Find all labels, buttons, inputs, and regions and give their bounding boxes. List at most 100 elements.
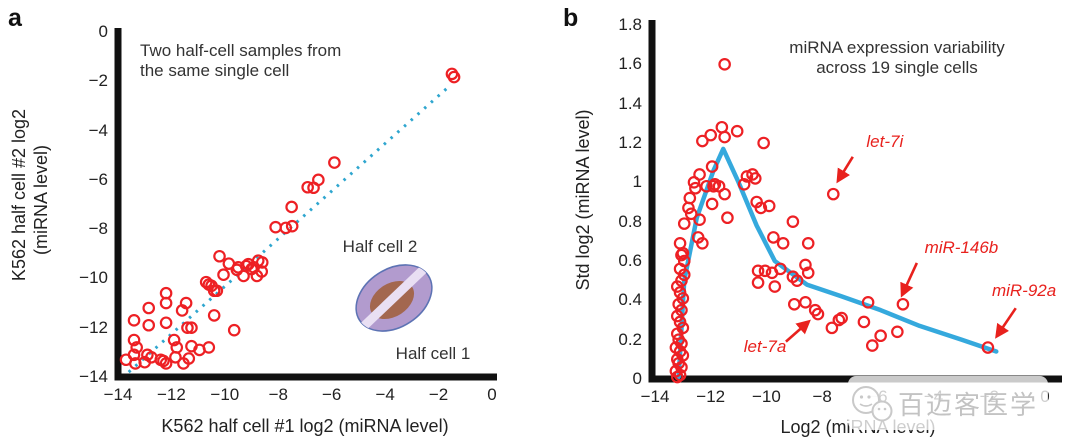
panel-a-y-tick-label: −2	[88, 71, 108, 91]
panel-b-data-point	[675, 303, 688, 317]
panel-a-y-tick-label: −6	[88, 169, 108, 189]
panel-a-title: Two half-cell samples from the same sing…	[140, 41, 390, 81]
panel-a-data-point	[142, 318, 156, 332]
panel-a-letter: a	[8, 4, 22, 32]
panel-b-y-axis-line	[648, 20, 656, 383]
panel-b-data-point	[787, 297, 801, 311]
panel-a-data-point	[159, 296, 173, 310]
panel-b-x-tick-label: −14	[640, 387, 670, 406]
annotation-arrow-miR-92a	[995, 307, 1017, 339]
panel-b-data-point	[721, 211, 734, 225]
panel-b-data-point	[891, 325, 904, 339]
panel-a-x-axis-line	[114, 373, 497, 381]
panel-b-data-point	[754, 201, 768, 215]
panel-a-data-point	[157, 354, 170, 368]
panel-b-data-point	[675, 274, 688, 287]
panel-b-data-point	[825, 321, 839, 335]
panel-a-x-tick-label: −2	[428, 385, 449, 404]
annotation-label-miR-92a: miR-92a	[991, 281, 1057, 301]
panel-b-data-point	[874, 329, 887, 343]
panel-b-data-point	[799, 258, 812, 272]
panel-a-data-point	[142, 301, 156, 315]
panel-a-data-point	[185, 321, 198, 335]
panel-b-data-point	[676, 292, 690, 305]
annotation-arrow-let-7a	[785, 319, 811, 343]
panel-a-data-point	[269, 220, 282, 234]
panel-a-data-point	[159, 316, 173, 330]
panel-b-data-point	[981, 341, 995, 354]
panel-b-data-point	[683, 191, 697, 205]
panel-b-data-point	[673, 286, 687, 299]
panel-a-x-tick-label: −14	[103, 385, 133, 404]
panel-b-data-point	[730, 124, 744, 138]
panel-b-y-tick-label: 0.8	[618, 211, 642, 231]
panel-b-y-tick-label: 0.6	[618, 251, 642, 270]
panel-a-x-tick-label: 0	[487, 385, 497, 404]
panel-a-data-point	[127, 314, 141, 327]
panel-b-data-point	[676, 321, 690, 335]
panel-a-y-axis-line	[114, 28, 122, 381]
panel-b-y-tick-label: 1.2	[618, 133, 642, 152]
panel-a-data-point	[130, 341, 143, 354]
panel-b-data-point	[861, 295, 875, 309]
panel-b-x-tick-label: −10	[752, 387, 781, 406]
panel-a-data-point	[230, 263, 244, 277]
panel-b-data-point	[786, 215, 800, 228]
panel-b-data-point	[676, 246, 690, 260]
panel-a-y-tick-label: −10	[79, 268, 108, 288]
panel-a-data-point	[285, 219, 299, 233]
panel-b-data-point	[718, 187, 731, 201]
panel-a-x-tick-label: −12	[157, 385, 186, 404]
panel-b-data-point	[774, 262, 787, 276]
panel-b-data-point	[751, 264, 765, 278]
panel-b-data-point	[672, 333, 685, 346]
panel-b-y-tick-label: 0.2	[618, 329, 642, 349]
panel-b-data-point	[762, 199, 776, 213]
panel-b-data-point	[740, 170, 754, 183]
panel-a-data-point	[213, 249, 226, 263]
panel-a-data-point	[127, 333, 141, 347]
panel-b-data-point	[826, 187, 840, 201]
panel-a-x-tick-label: −8	[268, 385, 288, 404]
panel-a-x-tick-label: −10	[210, 385, 240, 404]
panel-b-data-point	[768, 280, 782, 293]
panel-a-data-point	[307, 181, 320, 195]
panel-a-data-point	[447, 70, 461, 84]
panel-b-data-point	[748, 172, 762, 185]
inset-label-half-cell-1: Half cell 1	[395, 344, 471, 363]
panel-a-data-point	[199, 275, 213, 289]
panel-b-title-line1: miRNA expression variability	[789, 38, 1005, 57]
panel-a-y-tick-label: −4	[88, 120, 108, 140]
panel-b-x-tick-label: −12	[696, 387, 726, 406]
wechat-logo-icon	[852, 386, 893, 422]
panel-a-data-point	[127, 348, 141, 362]
watermark-text: 百迈客医学	[898, 389, 1039, 420]
panel-b-y-tick-label: 0	[632, 369, 642, 388]
panel-b-data-point	[696, 134, 709, 148]
panel-a-data-point	[207, 309, 221, 322]
panel-b-data-point	[790, 274, 804, 287]
panel-a-data-point	[207, 284, 221, 298]
panel-b-title: miRNA expression variability across 19 s…	[752, 38, 1042, 78]
panel-a-data-point	[202, 341, 216, 354]
panel-a-x-tick-label: −6	[322, 385, 342, 404]
panel-b-x-tick-label: −8	[812, 387, 832, 406]
panel-a-data-point	[222, 257, 236, 270]
panel-b-data-point	[799, 295, 812, 309]
panel-a-data-point	[285, 200, 298, 214]
panel-b-y-tick-label: 1.4	[618, 93, 642, 113]
panel-a-title-line1: Two half-cell samples from	[140, 41, 342, 60]
panel-b-data-point	[835, 311, 848, 325]
panel-a-y-tick-label: −14	[79, 367, 108, 386]
panel-b-data-point	[693, 168, 706, 181]
panel-b-data-point	[673, 315, 687, 329]
annotation-label-let-7i: let-7i	[866, 132, 904, 151]
panel-a-data-point	[301, 180, 314, 194]
panel-b-data-point	[801, 237, 815, 250]
panel-b-data-point	[696, 237, 709, 250]
inset-label-half-cell-2: Half cell 2	[342, 237, 418, 256]
panel-b-data-point	[776, 237, 790, 250]
panel-a-data-point	[167, 333, 181, 347]
panel-b-y-tick-label: 1.6	[618, 54, 642, 74]
